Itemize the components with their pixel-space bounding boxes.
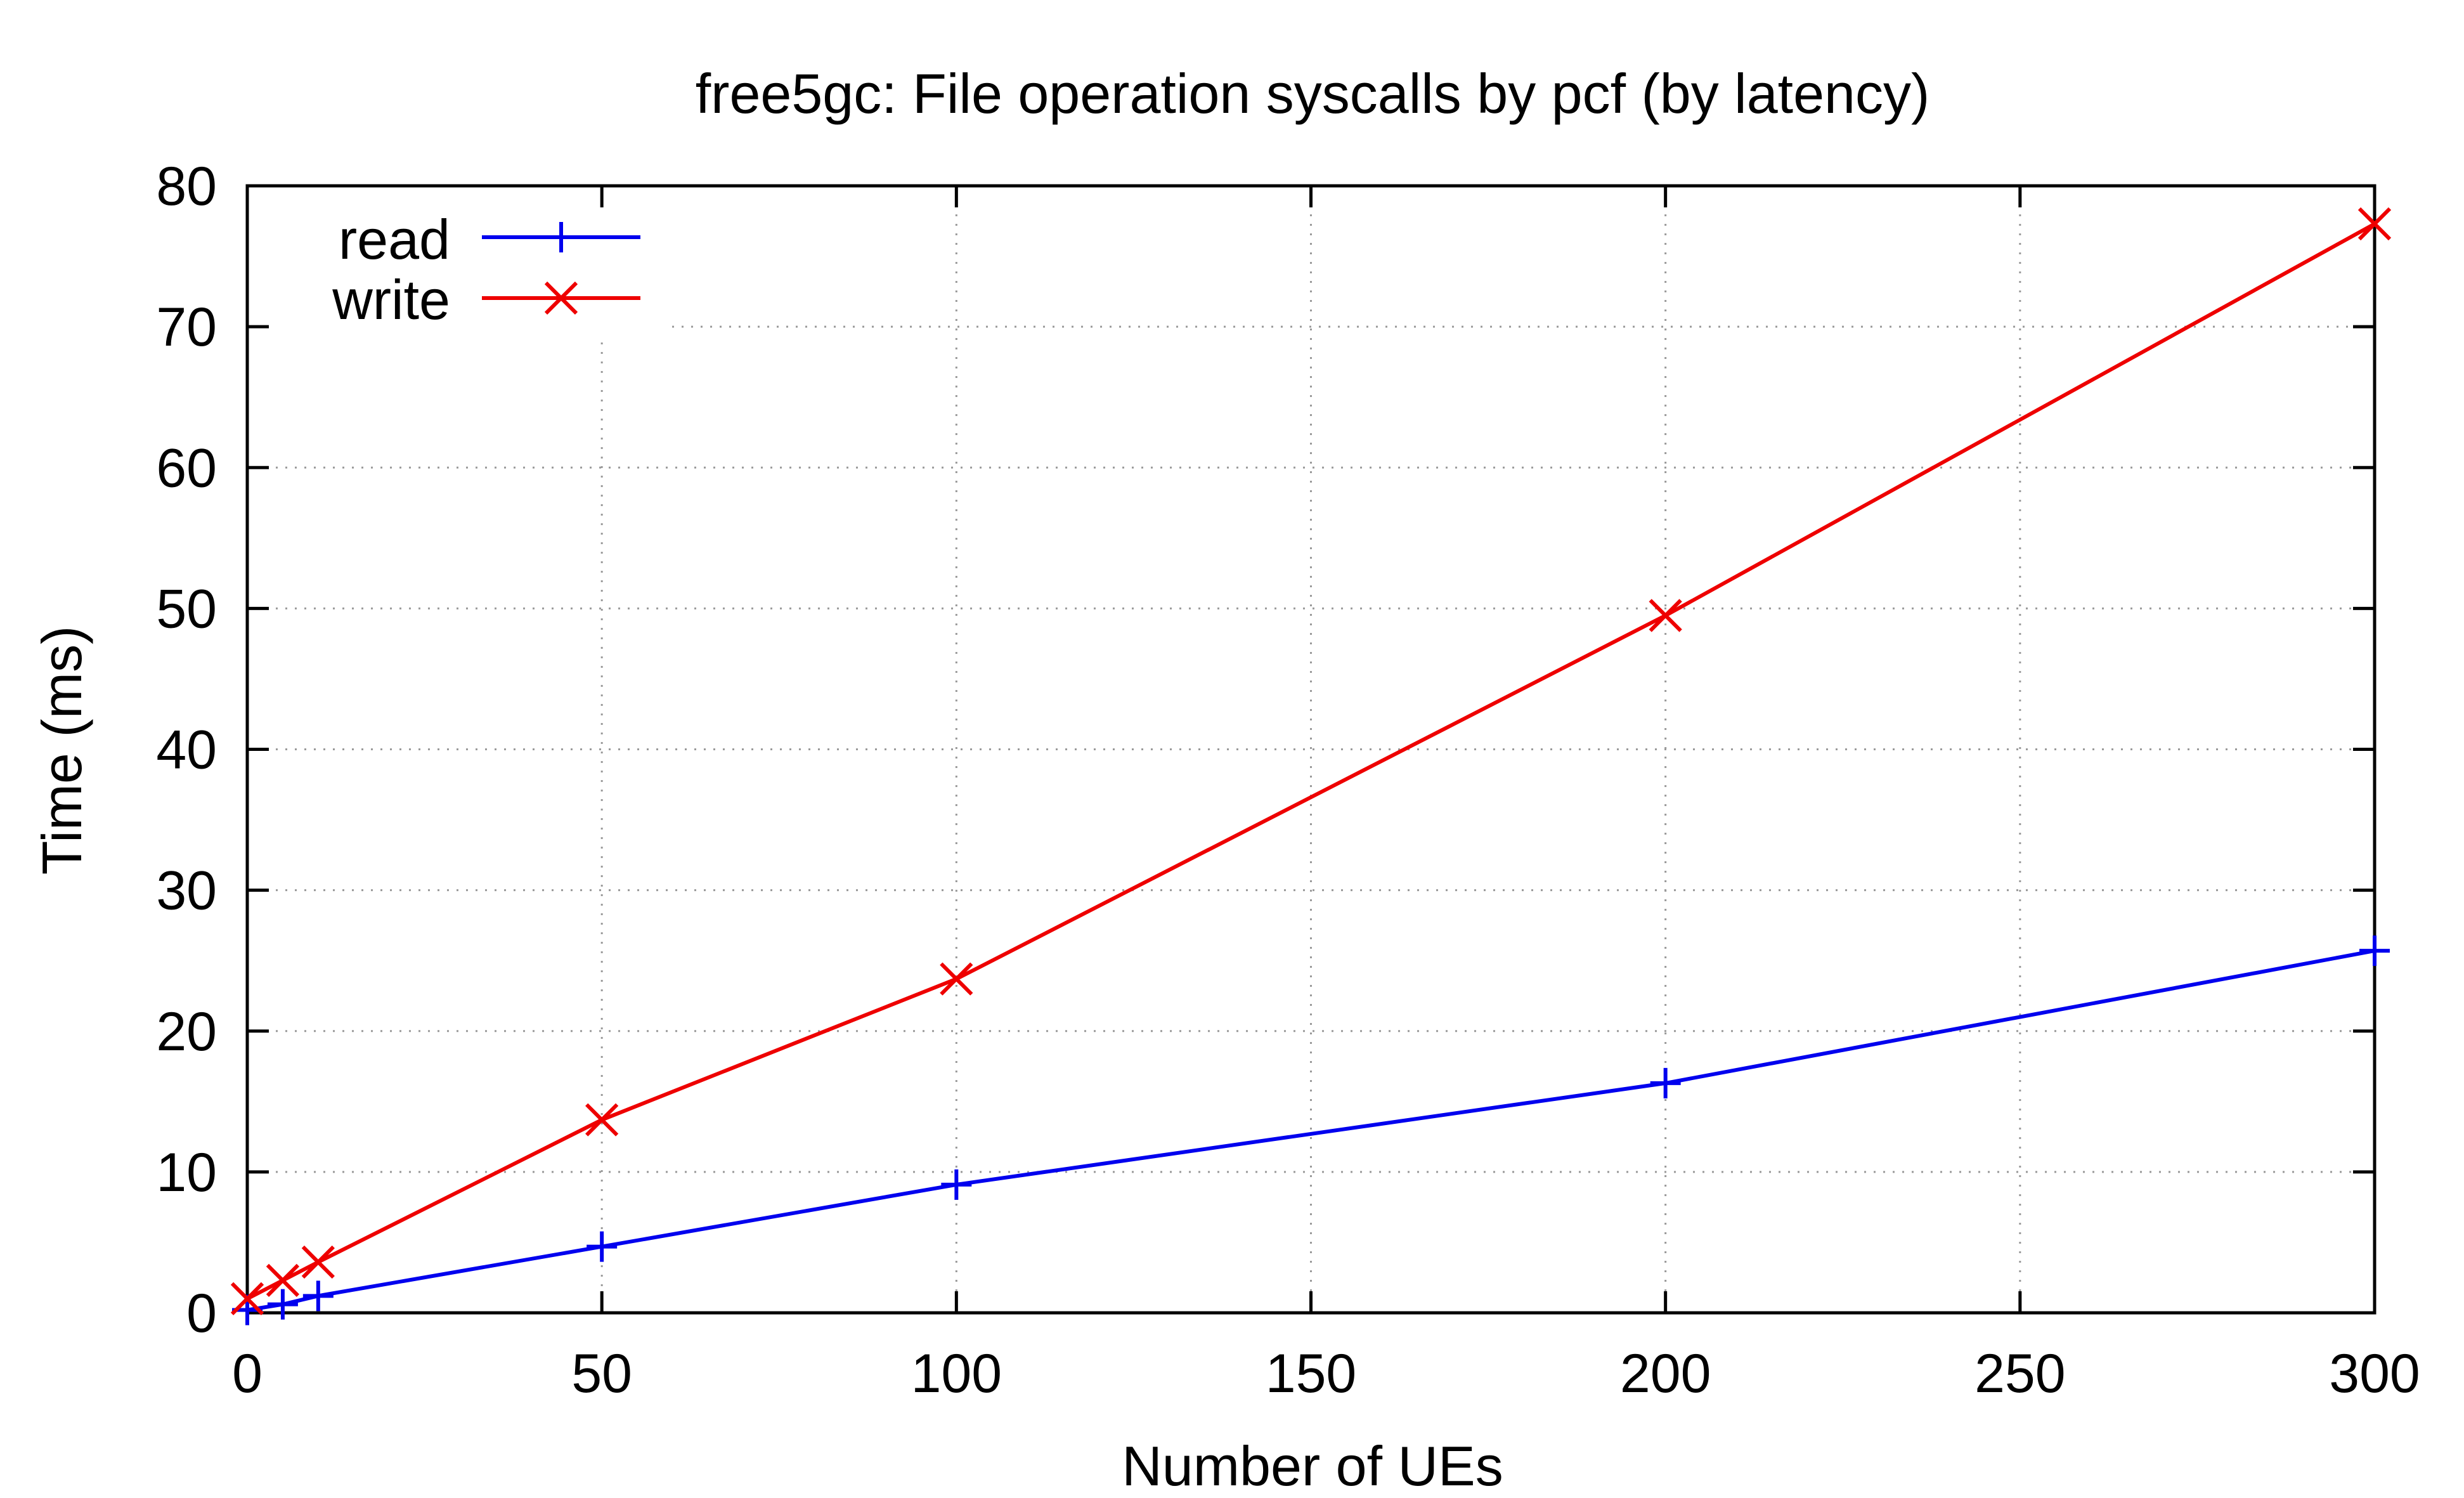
y-tick-label: 10 [156, 1142, 217, 1203]
legend: read write [332, 208, 640, 331]
y-axis-title: Time (ms) [30, 626, 93, 875]
y-tick-label: 60 [156, 438, 217, 498]
legend-swatches [482, 222, 640, 315]
y-tick-label: 20 [156, 1001, 217, 1062]
x-tick-label: 0 [232, 1343, 263, 1404]
legend-marker-write [544, 281, 578, 315]
data-point-write [301, 1245, 335, 1279]
x-tick-label: 300 [2329, 1343, 2420, 1404]
data-point-read [1650, 1067, 1681, 1098]
x-tick-label: 250 [1974, 1343, 2066, 1404]
series-write [230, 207, 2392, 1315]
x-tick-label: 50 [571, 1343, 632, 1404]
plot-frame [245, 184, 2376, 1315]
chart-title: free5gc: File operation syscalls by pcf … [696, 62, 1930, 125]
data-point-write [266, 1263, 300, 1298]
data-series [230, 207, 2392, 1325]
x-tick-label: 150 [1266, 1343, 1357, 1404]
data-point-read [2359, 935, 2390, 967]
legend-swatch-write [482, 281, 640, 315]
legend-swatch-read [482, 222, 640, 252]
y-tick-label: 30 [156, 861, 217, 922]
y-tick-label: 80 [156, 156, 217, 217]
legend-label-read: read [339, 208, 450, 271]
data-point-read [302, 1280, 334, 1312]
legend-label-write: write [332, 268, 450, 331]
tick-labels: 0 50 100 150 200 250 300 0 10 20 30 40 50 60 70 80 [156, 156, 2420, 1404]
y-tick-label: 40 [156, 720, 217, 781]
data-point-write [940, 962, 973, 996]
x-tick-label: 100 [911, 1343, 1002, 1404]
data-point-read [587, 1231, 618, 1262]
data-point-write [230, 1282, 264, 1315]
data-point-read [941, 1169, 972, 1200]
y-tick-label: 50 [156, 578, 217, 639]
y-tick-label: 70 [156, 297, 217, 358]
data-point-write [2357, 207, 2392, 241]
legend-marker-read [546, 222, 576, 252]
data-point-write [1649, 599, 1682, 632]
grid-lines [247, 186, 2375, 1313]
y-tick-label: 0 [186, 1283, 217, 1344]
data-point-read [267, 1289, 298, 1320]
data-point-write [585, 1103, 619, 1137]
x-axis-title: Number of UEs [1122, 1435, 1503, 1497]
x-tick-label: 200 [1620, 1343, 1711, 1404]
